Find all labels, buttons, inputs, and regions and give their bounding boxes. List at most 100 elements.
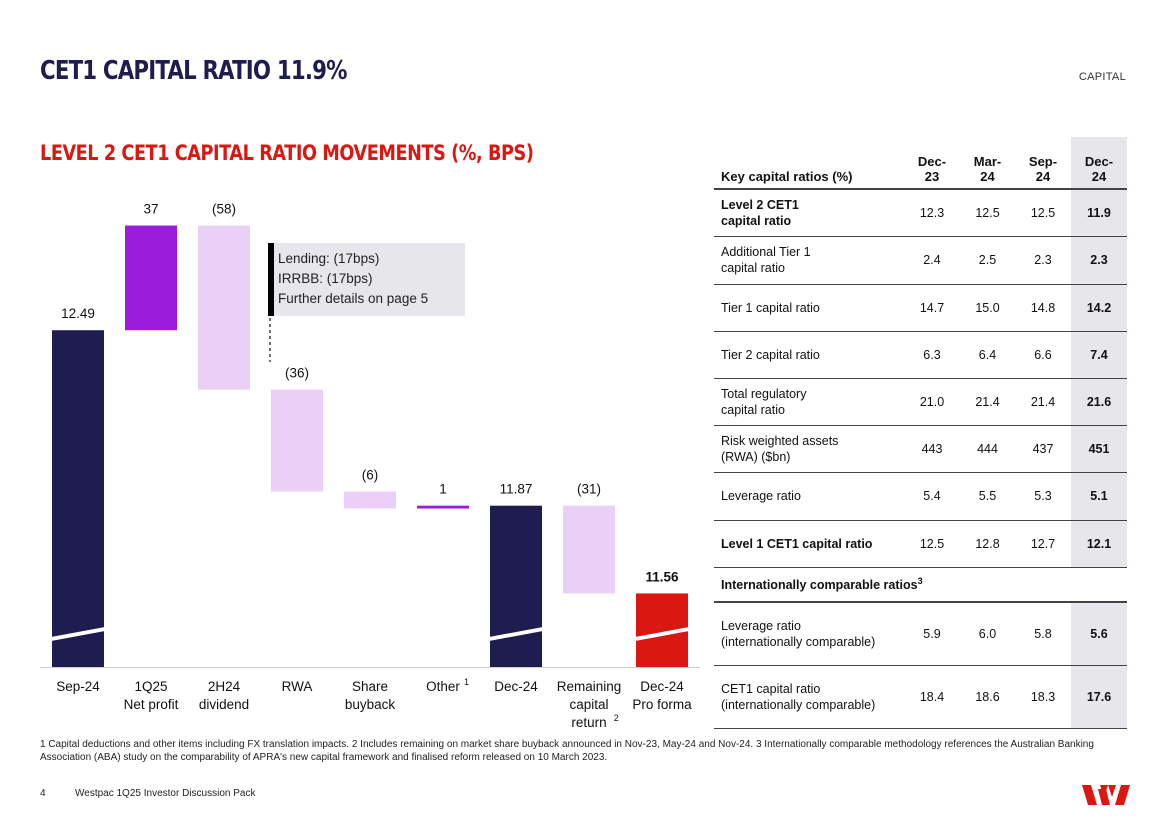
- row-value: 17.6: [1071, 665, 1127, 729]
- table-row: Tier 2 capital ratio 6.3 6.4 6.6 7.4: [714, 331, 1127, 379]
- bar-value-label: 1: [439, 482, 447, 497]
- waterfall-bar: [417, 505, 469, 509]
- section-spacer: [1071, 567, 1127, 603]
- row-label: Level 2 CET1 capital ratio: [714, 189, 904, 237]
- row-value: 7.4: [1071, 331, 1127, 379]
- row-label: Leverage ratio (internationally comparabl…: [714, 602, 904, 666]
- bar-value-label: 11.56: [645, 569, 679, 584]
- table-row: Tier 1 capital ratio 14.7 15.0 14.8 14.2: [714, 284, 1127, 332]
- footnote: 1 Capital deductions and other items inc…: [40, 739, 1094, 763]
- category-label: Other: [426, 679, 460, 694]
- category-label: 1Q25: [134, 679, 167, 694]
- row-value: 14.2: [1071, 284, 1127, 332]
- category-label: Share: [352, 679, 388, 694]
- row-value: 5.1: [1071, 472, 1127, 521]
- row-label: Tier 1 capital ratio: [714, 284, 904, 332]
- category-label: return: [571, 715, 606, 730]
- row-value: 18.4: [904, 665, 960, 729]
- axis-break-mark: [635, 627, 689, 641]
- row-value: 6.3: [904, 331, 960, 379]
- table-section-row: Internationally comparable ratios3: [714, 567, 1127, 603]
- row-value: 15.0: [960, 284, 1015, 332]
- col-header: Dec- 24: [1071, 137, 1127, 190]
- row-value: 21.0: [904, 378, 960, 426]
- waterfall-chart: 12.49 Sep-24 37 1Q25 Net profit (58) 2H24 divid…: [40, 202, 700, 730]
- callout-line: Further details on page 5: [278, 291, 429, 306]
- waterfall-bar: [271, 389, 323, 492]
- category-label: Remaining: [557, 679, 622, 694]
- row-value: 12.5: [1015, 189, 1071, 237]
- row-label: Leverage ratio: [714, 472, 904, 521]
- row-value: 443: [904, 425, 960, 473]
- table-header-row: Key capital ratios (%) Dec- 23 Mar- 24 Sep…: [714, 137, 1127, 190]
- table-row: Leverage ratio (internationally comparabl…: [714, 602, 1127, 666]
- waterfall-bar: [490, 505, 542, 667]
- table-row: Leverage ratio 5.4 5.5 5.3 5.1: [714, 472, 1127, 521]
- row-value: 14.8: [1015, 284, 1071, 332]
- category-label: buyback: [345, 697, 396, 712]
- westpac-logo-icon: [1082, 785, 1130, 805]
- row-label: Tier 2 capital ratio: [714, 331, 904, 379]
- rwa-callout: Lending: (17bps) IRRBB: (17bps) Further …: [268, 243, 465, 316]
- row-label: Additional Tier 1 capital ratio: [714, 236, 904, 285]
- table-row: Total regulatory capital ratio 21.0 21.4 21.…: [714, 378, 1127, 426]
- row-value: 12.7: [1015, 520, 1071, 568]
- row-value: 2.3: [1015, 236, 1071, 285]
- bar-value-label: (58): [212, 202, 236, 217]
- table-row: Risk weighted assets (RWA) ($bn) 443 444 437…: [714, 425, 1127, 473]
- row-value: 12.5: [960, 189, 1015, 237]
- callout-line: Lending: (17bps): [278, 251, 380, 266]
- category-label: Net profit: [124, 697, 179, 712]
- row-value: 18.3: [1015, 665, 1071, 729]
- document-title: Westpac 1Q25 Investor Discussion Pack: [75, 788, 256, 799]
- row-label: CET1 capital ratio (internationally compa…: [714, 665, 904, 729]
- row-value: 5.9: [904, 602, 960, 666]
- section-label: Internationally comparable ratios3: [714, 567, 1071, 603]
- waterfall-bar: [344, 491, 396, 509]
- row-value: 5.6: [1071, 602, 1127, 666]
- waterfall-bar: [125, 225, 177, 331]
- table-row: Level 1 CET1 capital ratio 12.5 12.8 12.7 12…: [714, 520, 1127, 568]
- category-label: dividend: [199, 697, 249, 712]
- waterfall-bar: [52, 330, 104, 667]
- col-header: Sep- 24: [1015, 137, 1071, 190]
- row-value: 18.6: [960, 665, 1015, 729]
- category-superscript: 1: [464, 677, 469, 687]
- bar-value-label: 11.87: [500, 482, 533, 497]
- category-label: Dec-24: [494, 679, 538, 694]
- category-label: 2H24: [208, 679, 241, 694]
- table-header-label: Key capital ratios (%): [714, 137, 904, 190]
- row-value: 14.7: [904, 284, 960, 332]
- row-value: 12.3: [904, 189, 960, 237]
- row-value: 6.6: [1015, 331, 1071, 379]
- row-value: 437: [1015, 425, 1071, 473]
- table-row: Additional Tier 1 capital ratio 2.4 2.5 2.3 2…: [714, 236, 1127, 285]
- row-value: 6.4: [960, 331, 1015, 379]
- row-label: Level 1 CET1 capital ratio: [714, 520, 904, 568]
- row-value: 6.0: [960, 602, 1015, 666]
- row-label: Risk weighted assets (RWA) ($bn): [714, 425, 904, 473]
- col-header: Dec- 23: [904, 137, 960, 190]
- row-value: 21.4: [1015, 378, 1071, 426]
- bar-value-label: (36): [285, 366, 309, 381]
- waterfall-bar: [198, 225, 250, 390]
- col-header: Mar- 24: [960, 137, 1015, 190]
- row-value: 11.9: [1071, 189, 1127, 237]
- row-value: 5.4: [904, 472, 960, 521]
- row-value: 5.3: [1015, 472, 1071, 521]
- bar-value-label: 12.49: [61, 306, 95, 321]
- category-superscript: 2: [614, 713, 619, 723]
- row-label: Total regulatory capital ratio: [714, 378, 904, 426]
- row-value: 21.4: [960, 378, 1015, 426]
- bar-value-label: 37: [143, 202, 158, 217]
- bar-value-label: (31): [577, 482, 601, 497]
- page-number: 4: [40, 788, 46, 799]
- category-label: RWA: [282, 679, 313, 694]
- category-label: Dec-24: [640, 679, 684, 694]
- row-value: 444: [960, 425, 1015, 473]
- table-row: Level 2 CET1 capital ratio 12.3 12.5 12.5 11.…: [714, 189, 1127, 237]
- row-value: 2.5: [960, 236, 1015, 285]
- table-row: CET1 capital ratio (internationally compa…: [714, 665, 1127, 729]
- section-tag: CAPITAL: [1078, 71, 1126, 83]
- page-title: CET1 CAPITAL RATIO 11.9%: [40, 56, 347, 86]
